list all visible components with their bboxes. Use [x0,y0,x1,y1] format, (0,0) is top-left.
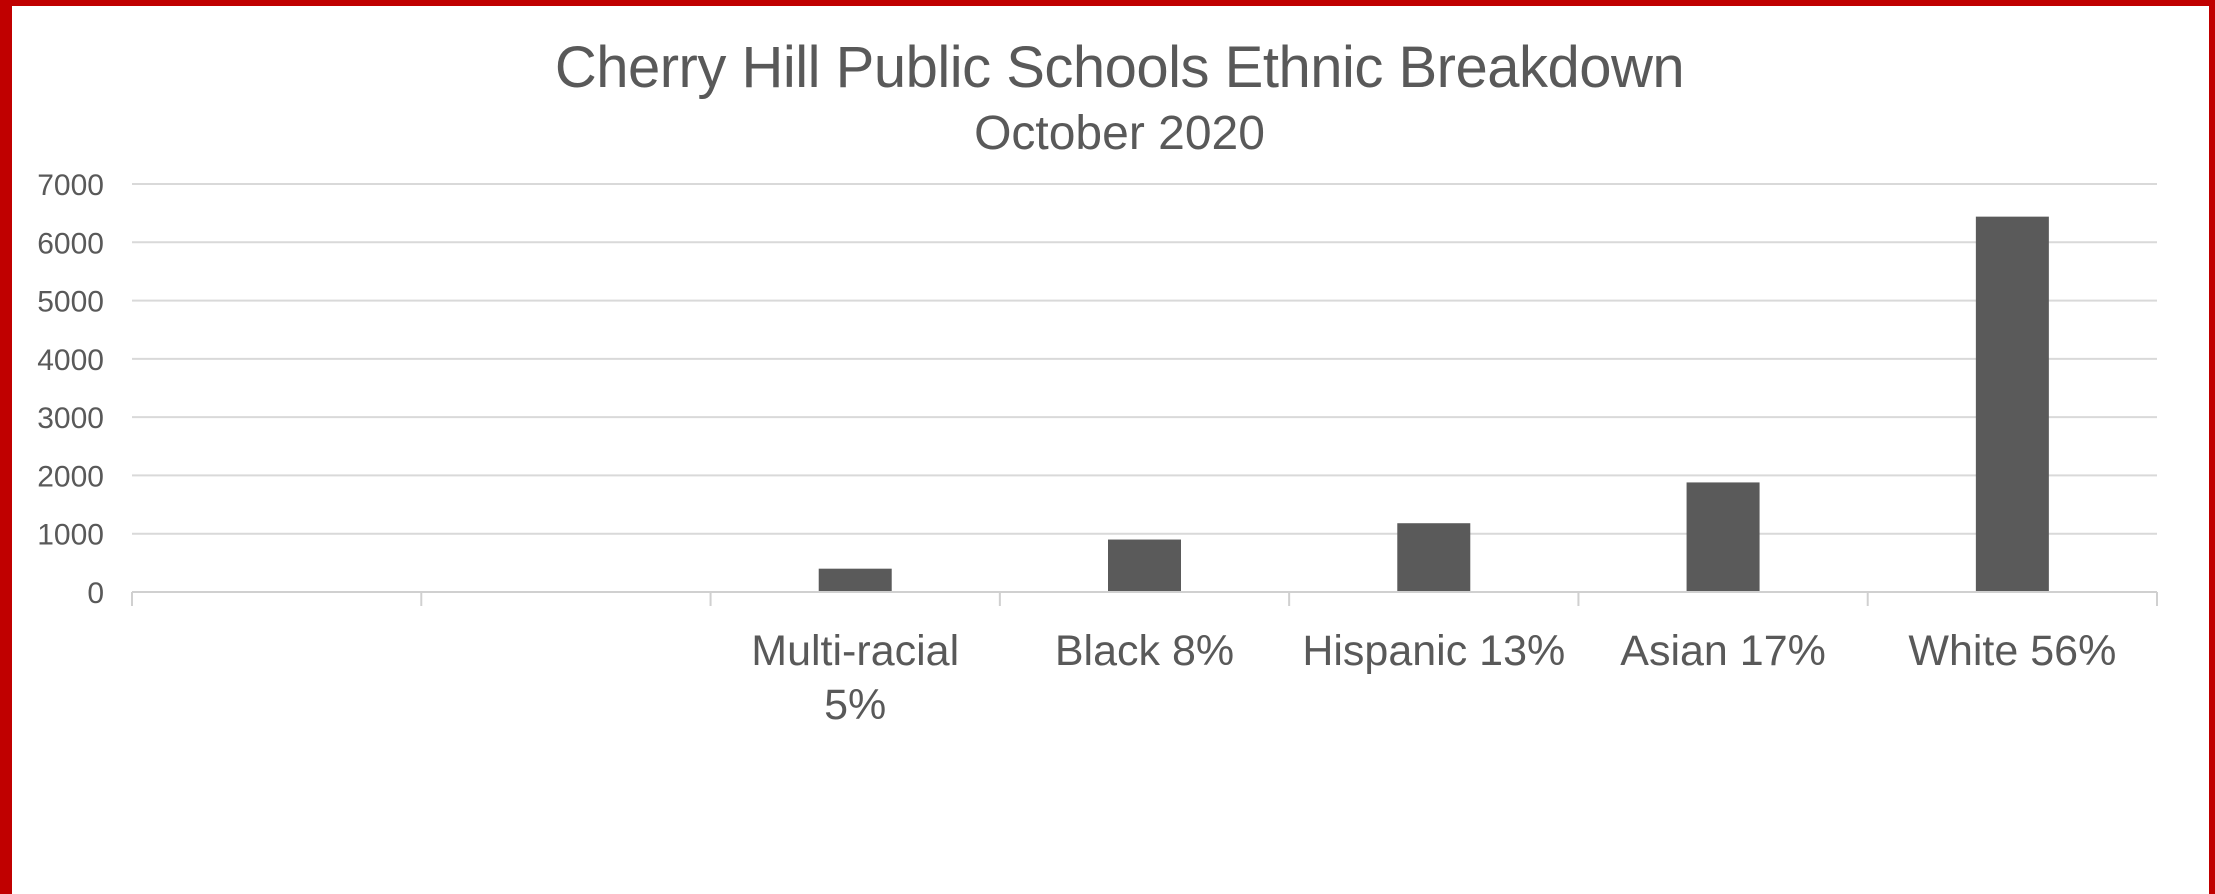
y-tick-label: 4000 [37,344,104,377]
y-axis: 0 1000 2000 3000 4000 5000 6000 7000 [37,169,104,610]
x-tick-label: Black 8% [1055,627,1234,675]
y-tick-label: 1000 [37,519,104,552]
gridlines [132,183,2157,535]
x-tick-label: Asian 17% [1620,627,1826,675]
y-tick-label: 3000 [37,402,104,435]
y-tick-label: 2000 [37,460,104,493]
x-axis: Multi-racial 5% Black 8% Hispanic 13% Asian … [131,591,2158,729]
bar [1975,216,2049,592]
bar [1686,482,1760,592]
y-tick-label: 5000 [37,286,104,319]
chart-subtitle: October 2020 [974,107,1265,160]
y-tick-label: 0 [87,577,104,610]
bar [1108,539,1181,592]
x-tick-label: White 56% [1908,627,2116,675]
bar [1397,523,1471,592]
x-tick-label: Hispanic 13% [1302,627,1565,675]
x-tick-label: Multi-racial 5% [751,627,959,729]
chart-title: Cherry Hill Public Schools Ethnic Breakd… [554,35,1685,100]
bar [818,568,892,592]
bars [818,216,2049,592]
y-tick-label: 6000 [37,227,104,260]
y-tick-label: 7000 [37,169,104,202]
